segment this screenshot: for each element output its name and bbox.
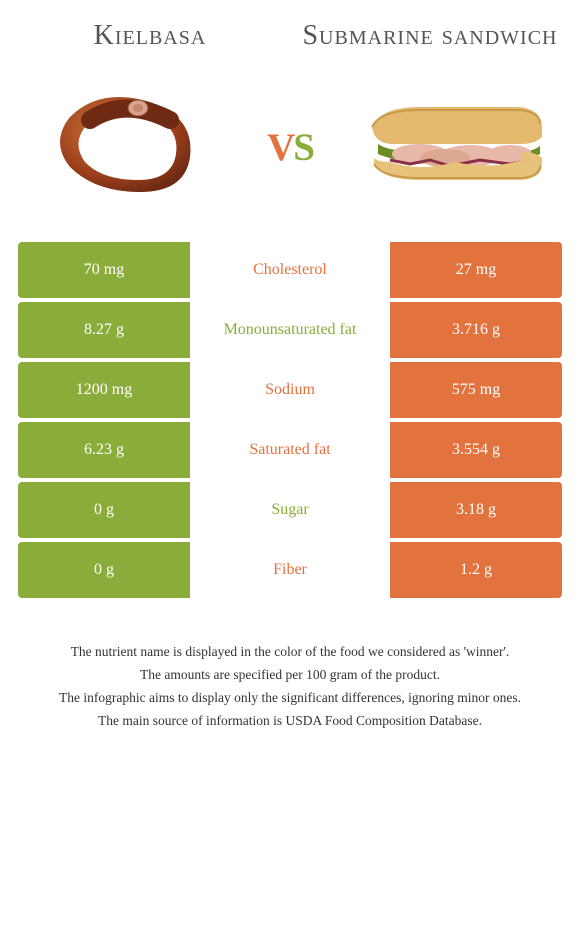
nutrient-row: 70 mgCholesterol27 mg <box>18 242 562 298</box>
left-value: 0 g <box>18 482 190 538</box>
left-value: 8.27 g <box>18 302 190 358</box>
sandwich-image <box>360 72 550 212</box>
left-value: 6.23 g <box>18 422 190 478</box>
nutrient-row: 8.27 gMonounsaturated fat3.716 g <box>18 302 562 358</box>
right-value: 1.2 g <box>390 542 562 598</box>
vs-label: vs <box>267 110 313 174</box>
nutrient-name: Sodium <box>190 362 390 418</box>
nutrient-row: 6.23 gSaturated fat3.554 g <box>18 422 562 478</box>
right-value: 3.716 g <box>390 302 562 358</box>
nutrient-name: Sugar <box>190 482 390 538</box>
right-value: 27 mg <box>390 242 562 298</box>
nutrient-name: Monounsaturated fat <box>190 302 390 358</box>
right-value: 3.18 g <box>390 482 562 538</box>
nutrient-name: Saturated fat <box>190 422 390 478</box>
nutrient-table: 70 mgCholesterol27 mg8.27 gMonounsaturat… <box>0 242 580 602</box>
hero-row: vs <box>0 62 580 242</box>
right-value: 3.554 g <box>390 422 562 478</box>
left-food-title: Kielbasa <box>10 20 290 52</box>
footer-line: The main source of information is USDA F… <box>20 711 560 732</box>
left-value: 0 g <box>18 542 190 598</box>
nutrient-row: 1200 mgSodium575 mg <box>18 362 562 418</box>
left-value: 70 mg <box>18 242 190 298</box>
right-food-title: Submarine sandwich <box>290 20 570 52</box>
nutrient-name: Cholesterol <box>190 242 390 298</box>
nutrient-name: Fiber <box>190 542 390 598</box>
right-value: 575 mg <box>390 362 562 418</box>
footer-notes: The nutrient name is displayed in the co… <box>0 602 580 734</box>
left-value: 1200 mg <box>18 362 190 418</box>
nutrient-row: 0 gSugar3.18 g <box>18 482 562 538</box>
title-row: Kielbasa Submarine sandwich <box>0 0 580 62</box>
footer-line: The nutrient name is displayed in the co… <box>20 642 560 663</box>
nutrient-row: 0 gFiber1.2 g <box>18 542 562 598</box>
footer-line: The amounts are specified per 100 gram o… <box>20 665 560 686</box>
footer-line: The infographic aims to display only the… <box>20 688 560 709</box>
kielbasa-image <box>30 72 220 212</box>
